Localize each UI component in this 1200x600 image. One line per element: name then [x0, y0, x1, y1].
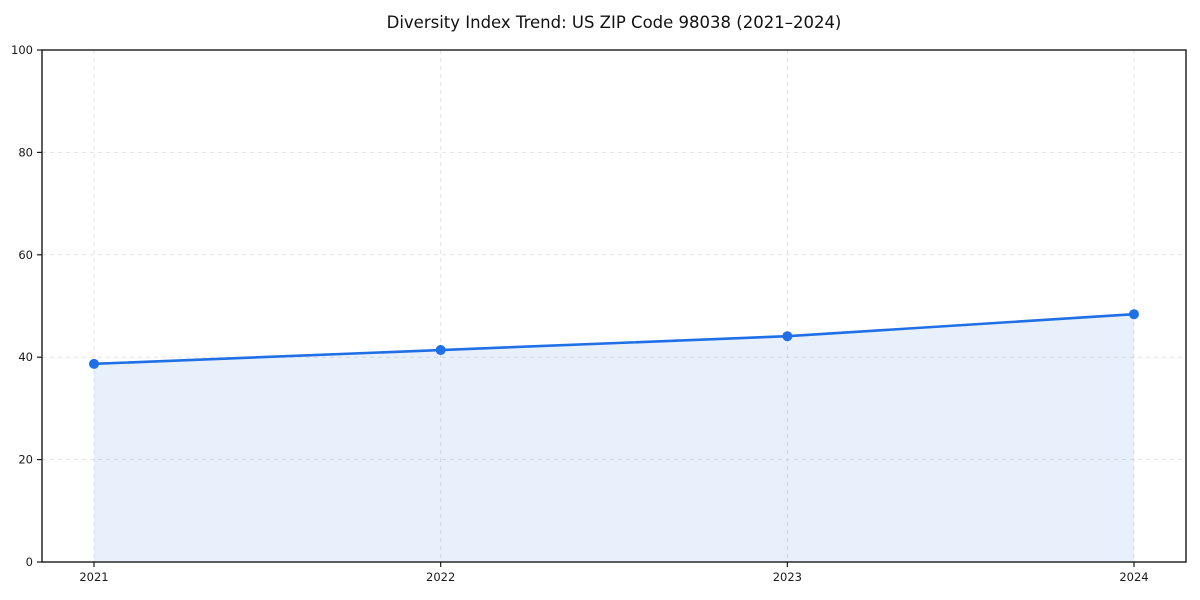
x-tick-label: 2023 [773, 570, 802, 584]
plot-border [41, 49, 1187, 563]
x-tick-label: 2022 [426, 570, 455, 584]
x-tick-label: 2024 [1119, 570, 1148, 584]
series-area-fill [94, 314, 1134, 562]
y-tick-label: 40 [18, 350, 33, 364]
series-line [92, 312, 1136, 366]
data-point [1129, 309, 1139, 320]
x-tick-label: 2021 [79, 570, 108, 584]
data-point [782, 331, 793, 342]
y-tick-label: 0 [26, 555, 33, 569]
data-point [435, 345, 446, 356]
chart-title: Diversity Index Trend: US ZIP Code 98038… [386, 13, 842, 32]
y-tick-label: 60 [18, 248, 33, 262]
y-tick-label: 100 [11, 43, 33, 57]
y-tick-label: 80 [18, 145, 33, 159]
data-point [89, 358, 99, 369]
y-tick-label: 20 [18, 453, 33, 467]
